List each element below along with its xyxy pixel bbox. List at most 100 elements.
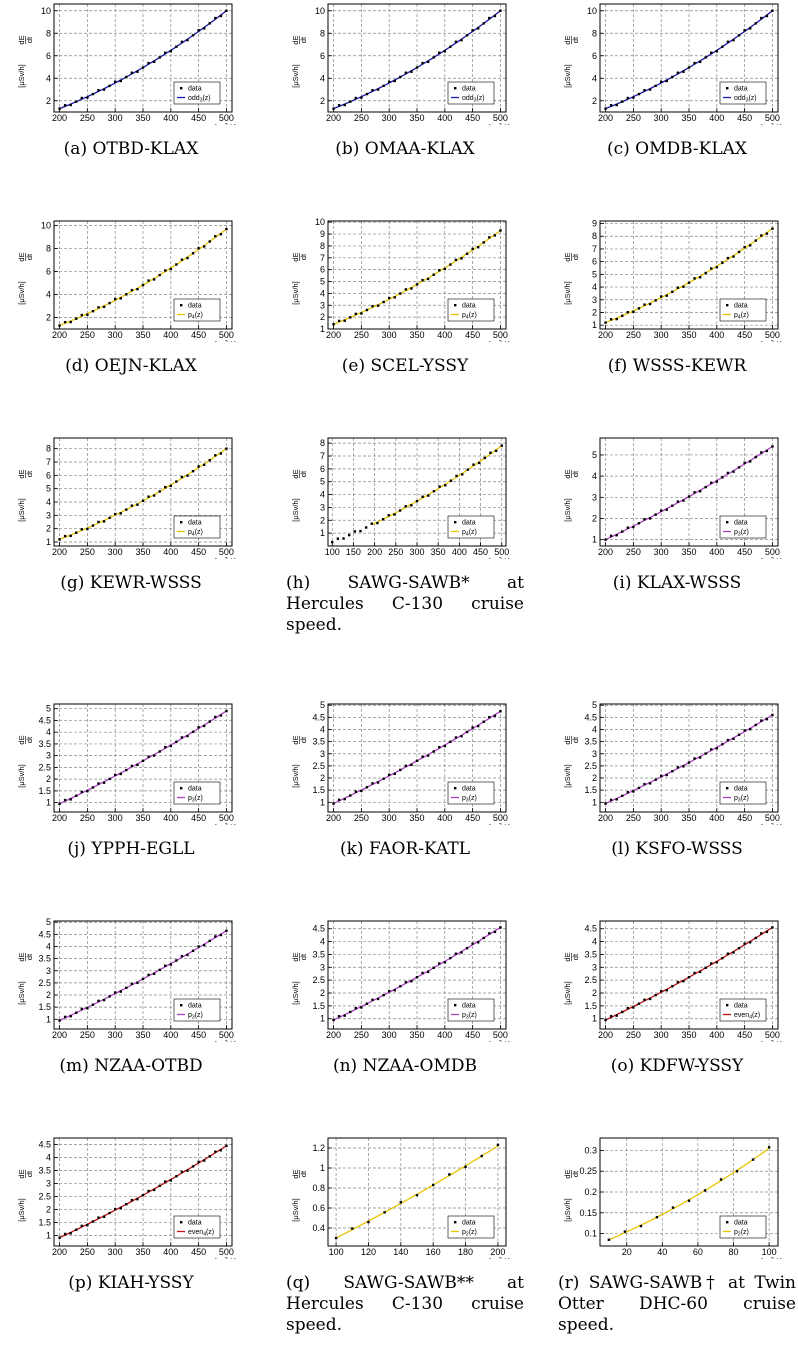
y-tick-label: 1 bbox=[320, 1163, 325, 1173]
data-point bbox=[331, 540, 334, 544]
data-point bbox=[119, 297, 122, 300]
y-axis-label: dE dt [μSv/h] bbox=[291, 952, 308, 1004]
y-tick-label: 0.4 bbox=[312, 1223, 325, 1233]
x-tick-label: 400 bbox=[709, 813, 724, 823]
data-point bbox=[735, 1170, 739, 1173]
x-tick-label: 100 bbox=[329, 1247, 344, 1257]
x-tick-label: 300 bbox=[654, 1030, 669, 1040]
legend-fit: odd3(z) bbox=[462, 95, 485, 104]
data-point bbox=[410, 979, 413, 983]
data-point bbox=[654, 993, 657, 997]
data-point bbox=[376, 88, 380, 91]
y-axis-label-top: dE bbox=[17, 252, 26, 261]
data-point bbox=[102, 998, 106, 1002]
y-axis-label-top: dE bbox=[17, 35, 26, 44]
x-tick-label: 140 bbox=[393, 1247, 408, 1257]
y-tick-label: 4 bbox=[592, 937, 597, 947]
data-point bbox=[767, 1146, 771, 1149]
data-point bbox=[643, 303, 646, 306]
x-tick-label: 200 bbox=[326, 813, 341, 823]
x-tick-label: 40 bbox=[657, 1247, 667, 1257]
y-tick-label: 10 bbox=[315, 217, 325, 227]
x-tick-label: 100 bbox=[325, 547, 340, 557]
data-point bbox=[225, 709, 228, 713]
data-point bbox=[693, 61, 696, 65]
data-point bbox=[336, 537, 340, 540]
data-point bbox=[604, 1018, 607, 1022]
data-point bbox=[360, 96, 363, 99]
data-point bbox=[466, 468, 470, 471]
legend-data: data bbox=[188, 1003, 202, 1010]
data-point bbox=[493, 14, 497, 18]
x-axis-label: z [102 ft] bbox=[483, 340, 510, 342]
data-point bbox=[113, 1207, 117, 1211]
x-axis-label: z [102 ft] bbox=[209, 557, 236, 559]
y-tick-label: 1.5 bbox=[38, 1218, 51, 1228]
x-tick-label: 200 bbox=[367, 547, 382, 557]
data-point bbox=[108, 777, 111, 781]
x-tick-label: 500 bbox=[493, 330, 508, 340]
data-point bbox=[367, 1220, 370, 1224]
data-point bbox=[421, 755, 424, 758]
legend-fit: p4(z) bbox=[188, 529, 203, 538]
data-point bbox=[615, 103, 618, 107]
y-axis-label-bottom: dt bbox=[25, 1170, 34, 1177]
data-point bbox=[337, 319, 341, 323]
y-axis-label-top: dE bbox=[291, 35, 300, 44]
data-point bbox=[715, 747, 719, 750]
x-axis-label: z [102 ft] bbox=[209, 340, 236, 342]
legend-box bbox=[447, 781, 495, 805]
y-axis-label-top: dE bbox=[17, 952, 26, 961]
data-point bbox=[438, 51, 441, 54]
x-axis-label: z [102 ft] bbox=[755, 1040, 782, 1042]
data-point bbox=[637, 92, 641, 96]
y-tick-label: 2 bbox=[320, 988, 325, 998]
legend-fit: p3(z) bbox=[462, 1012, 477, 1021]
data-point bbox=[480, 1154, 483, 1158]
y-tick-label: 6 bbox=[46, 470, 51, 480]
x-tick-label: 350 bbox=[135, 547, 150, 557]
data-point bbox=[169, 963, 173, 966]
legend-marker-data bbox=[180, 521, 183, 524]
chart-svg-h: 100 150 200 250 300 350 400 450 500 1 2 3 4 5 6 7 8 dE dt [… bbox=[291, 437, 510, 559]
data-point bbox=[399, 292, 402, 295]
data-point bbox=[219, 933, 223, 937]
y-tick-label: 6 bbox=[46, 51, 51, 61]
data-point bbox=[381, 518, 385, 521]
x-tick-label: 300 bbox=[382, 813, 397, 823]
data-point bbox=[63, 320, 67, 324]
data-point bbox=[754, 455, 757, 459]
y-axis-label-top: dE bbox=[291, 469, 300, 478]
y-tick-label: 4.5 bbox=[584, 712, 597, 722]
data-point bbox=[698, 276, 702, 279]
data-point bbox=[360, 789, 363, 793]
y-axis-label: dE dt [μSv/h] bbox=[563, 35, 580, 87]
x-tick-label: 200 bbox=[326, 113, 341, 123]
y-tick-label: 4 bbox=[320, 937, 325, 947]
y-tick-label: 2 bbox=[592, 96, 597, 106]
y-tick-label: 2.5 bbox=[312, 975, 325, 985]
x-tick-label: 450 bbox=[191, 813, 206, 823]
data-point bbox=[113, 512, 117, 516]
data-point bbox=[376, 521, 379, 525]
x-axis-label: z [102 ft] bbox=[209, 1257, 236, 1259]
data-point bbox=[655, 1215, 659, 1219]
data-point bbox=[460, 38, 463, 42]
y-tick-label: 2.5 bbox=[312, 761, 325, 771]
y-tick-label: 0.6 bbox=[312, 1203, 325, 1213]
x-tick-label: 200 bbox=[598, 330, 613, 340]
data-point bbox=[671, 985, 674, 988]
y-axis-unit: [μSv/h] bbox=[563, 281, 572, 305]
data-point bbox=[141, 1193, 145, 1197]
x-tick-label: 400 bbox=[163, 113, 178, 123]
x-tick-label: 450 bbox=[465, 813, 480, 823]
data-point bbox=[186, 1169, 189, 1172]
data-point bbox=[754, 723, 757, 727]
data-point bbox=[364, 526, 368, 529]
x-tick-label: 250 bbox=[80, 113, 95, 123]
data-point bbox=[443, 961, 447, 964]
data-point bbox=[754, 936, 757, 940]
data-point bbox=[615, 317, 618, 321]
y-tick-label: 2 bbox=[46, 990, 51, 1000]
